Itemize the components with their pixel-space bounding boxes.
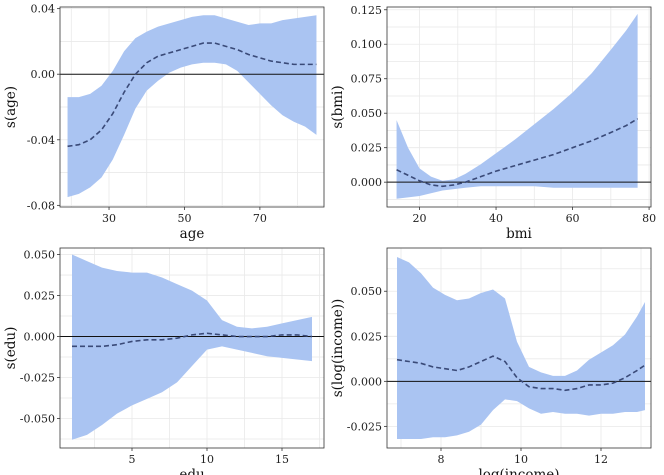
panel-bmi: 20 40 60 80 0.000 0.025 0.050 0.075 0.100 0.125 bm… bbox=[330, 4, 656, 242]
y-tick-label: 0.000 bbox=[351, 176, 383, 189]
y-tick-label: 0.04 bbox=[31, 3, 56, 16]
confidence-band-age bbox=[67, 15, 317, 198]
y-tick-label: -0.025 bbox=[20, 372, 55, 385]
panel-income: 8 10 12 -0.025 0.000 0.025 0.050 log(income) s(l… bbox=[330, 247, 652, 475]
x-tick-label: 8 bbox=[438, 453, 445, 466]
x-tick-label: 10 bbox=[514, 453, 528, 466]
y-tick-label: 0.025 bbox=[351, 330, 383, 343]
y-tick-label: -0.08 bbox=[27, 199, 55, 212]
y-axis-title: s(age) bbox=[3, 86, 19, 128]
y-tick-label: 0.000 bbox=[24, 331, 56, 344]
estimate-line-income bbox=[396, 355, 646, 392]
estimate-line-age bbox=[67, 42, 317, 148]
confidence-band-income bbox=[397, 257, 645, 439]
x-tick-label: 70 bbox=[253, 212, 267, 225]
x-tick-label: 40 bbox=[489, 212, 503, 225]
panel-border-age bbox=[59, 6, 325, 208]
x-tick-label: 5 bbox=[129, 453, 136, 466]
panel-age: 30 50 70 -0.08 -0.04 0.00 0.04 age s(age) bbox=[3, 3, 325, 242]
confidence-band-bmi bbox=[396, 13, 638, 199]
x-axis-title: age bbox=[180, 226, 205, 242]
y-axis-title: s(bmi) bbox=[330, 85, 346, 128]
x-axis-title: edu bbox=[179, 467, 205, 475]
y-tick-label: -0.025 bbox=[347, 420, 382, 433]
y-tick-label: 0.100 bbox=[351, 38, 383, 51]
confidence-band-edu bbox=[72, 254, 312, 440]
y-tick-label: 0.00 bbox=[31, 68, 56, 81]
panel-edu: 5 10 15 -0.050 -0.025 0.000 0.025 0.050 edu s(edu… bbox=[3, 247, 325, 475]
estimate-line-edu bbox=[72, 332, 313, 348]
y-axis-title: s(log(income)) bbox=[330, 299, 346, 398]
x-tick-label: 30 bbox=[102, 212, 116, 225]
y-tick-label: -0.04 bbox=[27, 134, 55, 147]
y-tick-label: 0.025 bbox=[24, 290, 56, 303]
y-tick-label: 0.025 bbox=[351, 142, 383, 155]
panel-border-edu bbox=[59, 247, 325, 449]
y-tick-label: 0.050 bbox=[351, 107, 383, 120]
x-tick-label: 80 bbox=[642, 212, 656, 225]
x-tick-label: 15 bbox=[275, 453, 289, 466]
x-tick-label: 10 bbox=[200, 453, 214, 466]
y-tick-label: 0.125 bbox=[351, 4, 383, 17]
y-tick-label: -0.050 bbox=[20, 412, 55, 425]
y-tick-label: 0.050 bbox=[24, 249, 56, 262]
estimate-line-bmi bbox=[396, 118, 639, 188]
panel-border-income bbox=[386, 247, 652, 449]
y-tick-label: 0.050 bbox=[351, 285, 383, 298]
x-axis-title: bmi bbox=[506, 226, 532, 242]
y-tick-label: 0.000 bbox=[351, 375, 383, 388]
y-axis-title: s(edu) bbox=[3, 327, 19, 370]
x-axis-title: log(income) bbox=[478, 467, 559, 475]
y-tick-label: 0.075 bbox=[351, 73, 383, 86]
x-tick-label: 12 bbox=[594, 453, 608, 466]
x-tick-label: 20 bbox=[413, 212, 427, 225]
panel-border-bmi bbox=[386, 6, 652, 208]
x-tick-label: 60 bbox=[566, 212, 580, 225]
x-tick-label: 50 bbox=[177, 212, 191, 225]
